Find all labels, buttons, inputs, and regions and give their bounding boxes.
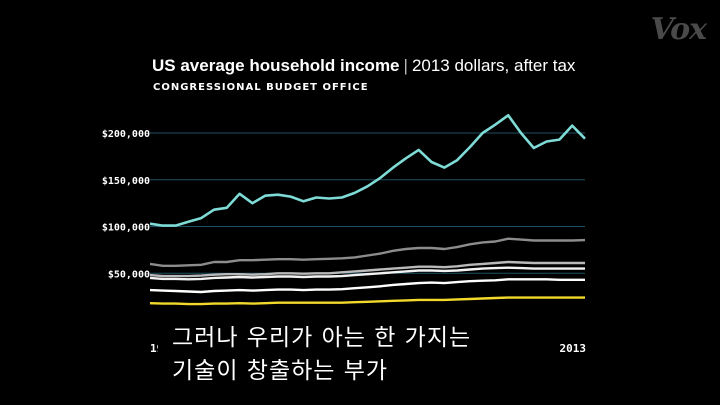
y-tick-label: $50,000 [108, 269, 150, 280]
subtitle-line-1: 그러나 우리가 아는 한 가지는 [172, 325, 472, 351]
video-subtitle-box: 그러나 우리가 아는 한 가지는 기술이 창출하는 부가 [158, 318, 558, 390]
y-tick-label: $100,000 [102, 223, 150, 234]
series-line-1 [149, 237, 586, 267]
subtitle-line-2: 기술이 창출하는 부가 [172, 358, 389, 384]
gridlines [150, 132, 585, 274]
title-separator: | [403, 56, 408, 75]
series-line-2 [149, 260, 585, 278]
y-tick-label: $150,000 [102, 176, 150, 187]
vox-logo: Vox [650, 12, 707, 47]
series-line-4 [149, 278, 585, 294]
series-line-5 [149, 296, 585, 306]
chart-source: CONGRESSIONAL BUDGET OFFICE [153, 82, 369, 93]
series-lines [149, 114, 586, 306]
chart-subtitle: 2013 dollars, after tax [411, 56, 576, 75]
y-tick-label: $200,000 [102, 129, 150, 140]
chart-title-main: US average household income [152, 56, 400, 75]
chart-title: US average household income | 2013 dollars… [152, 56, 575, 76]
x-tick-label-end: 2013 [560, 342, 587, 355]
y-tick-labels: $50,000 $100,000 $150,000 $200,000 [102, 129, 150, 280]
series-line-3 [149, 266, 585, 281]
series-line-0 [149, 114, 586, 227]
